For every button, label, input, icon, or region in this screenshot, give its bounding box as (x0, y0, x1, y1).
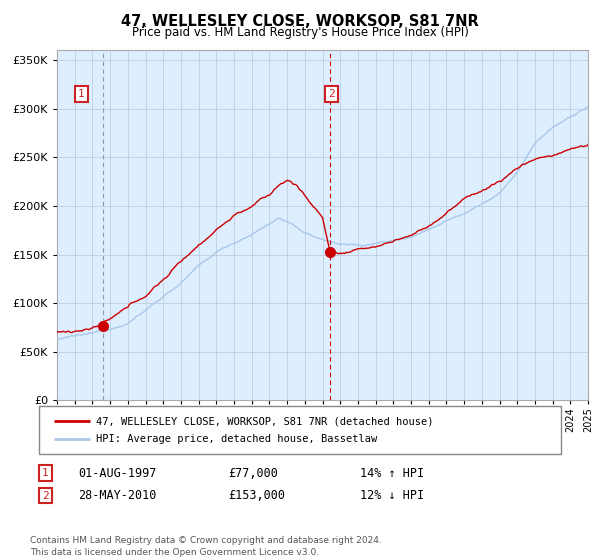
Text: 2: 2 (328, 89, 335, 99)
Text: £153,000: £153,000 (228, 489, 285, 502)
Text: £77,000: £77,000 (228, 466, 278, 480)
Text: 28-MAY-2010: 28-MAY-2010 (78, 489, 157, 502)
Text: 14% ↑ HPI: 14% ↑ HPI (360, 466, 424, 480)
Text: 1: 1 (42, 468, 49, 478)
Text: 01-AUG-1997: 01-AUG-1997 (78, 466, 157, 480)
Text: Price paid vs. HM Land Registry's House Price Index (HPI): Price paid vs. HM Land Registry's House … (131, 26, 469, 39)
Text: 47, WELLESLEY CLOSE, WORKSOP, S81 7NR: 47, WELLESLEY CLOSE, WORKSOP, S81 7NR (121, 14, 479, 29)
Text: 2: 2 (42, 491, 49, 501)
Text: 1: 1 (78, 89, 85, 99)
Text: 12% ↓ HPI: 12% ↓ HPI (360, 489, 424, 502)
Text: Contains HM Land Registry data © Crown copyright and database right 2024.
This d: Contains HM Land Registry data © Crown c… (30, 536, 382, 557)
Text: HPI: Average price, detached house, Bassetlaw: HPI: Average price, detached house, Bass… (96, 434, 377, 444)
Text: 47, WELLESLEY CLOSE, WORKSOP, S81 7NR (detached house): 47, WELLESLEY CLOSE, WORKSOP, S81 7NR (d… (96, 417, 433, 426)
